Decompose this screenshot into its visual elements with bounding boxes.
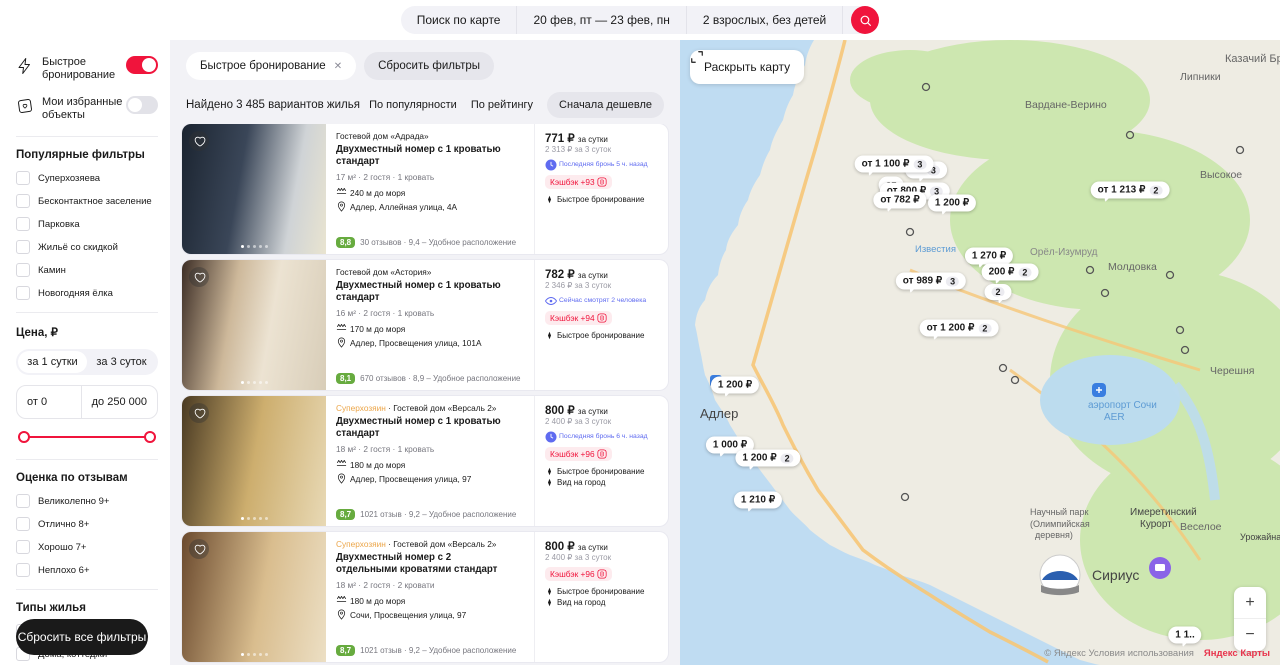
svg-text:Черешня: Черешня	[1210, 365, 1254, 377]
svg-text:Веселое: Веселое	[1180, 521, 1222, 533]
svg-text:Молдовка: Молдовка	[1108, 261, 1157, 273]
svg-text:Известия: Известия	[915, 244, 956, 255]
svg-text:Сириус: Сириус	[1092, 567, 1139, 583]
svg-text:Научный парк: Научный парк	[1030, 507, 1088, 517]
svg-text:Курорт: Курорт	[1140, 519, 1172, 530]
svg-text:Урожайная ул.: Урожайная ул.	[1240, 532, 1280, 542]
svg-text:Высокое: Высокое	[1200, 169, 1242, 181]
svg-text:Вардане-Верино: Вардане-Верино	[1025, 99, 1107, 111]
svg-text:деревня): деревня)	[1035, 530, 1073, 540]
svg-text:AER: AER	[1104, 412, 1125, 423]
svg-text:Орёл-Изумруд: Орёл-Изумруд	[1030, 247, 1098, 258]
svg-text:Липники: Липники	[1180, 71, 1221, 83]
svg-text:Адлер: Адлер	[700, 406, 738, 421]
svg-text:(Олимпийская: (Олимпийская	[1030, 519, 1090, 529]
svg-text:Имеретинский: Имеретинский	[1130, 507, 1197, 518]
svg-text:аэропорт Сочи: аэропорт Сочи	[1088, 400, 1157, 411]
svg-text:Казачий Брод: Казачий Брод	[1225, 53, 1280, 65]
